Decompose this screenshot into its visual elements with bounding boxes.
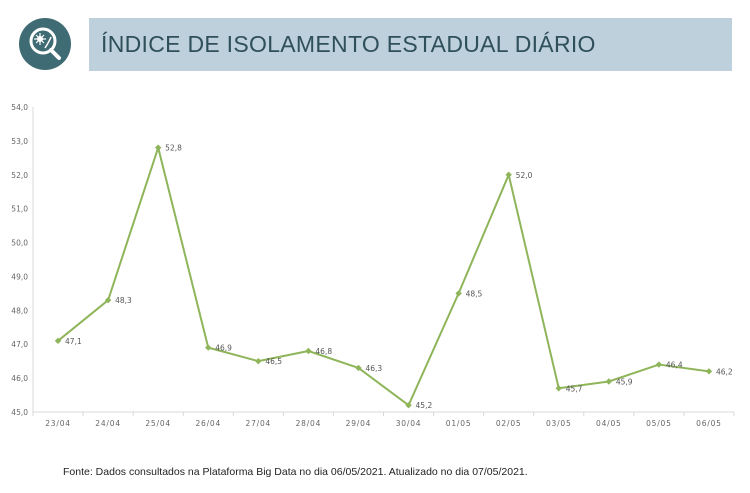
x-tick-label: 05/05 bbox=[646, 419, 672, 428]
source-note: Fonte: Dados consultados na Plataforma B… bbox=[63, 466, 528, 478]
x-tick-label: 26/04 bbox=[195, 419, 221, 428]
y-tick-label: 45,0 bbox=[11, 408, 28, 417]
x-tick-label: 02/05 bbox=[496, 419, 522, 428]
y-tick-label: 47,0 bbox=[11, 340, 28, 349]
virus-search-icon bbox=[19, 18, 71, 70]
logo bbox=[18, 17, 72, 71]
x-tick-label: 27/04 bbox=[246, 419, 272, 428]
data-label: 45,9 bbox=[616, 378, 633, 387]
y-tick-label: 53,0 bbox=[11, 137, 28, 146]
data-point bbox=[655, 361, 663, 368]
data-label: 46,2 bbox=[716, 367, 733, 376]
data-point bbox=[104, 296, 112, 304]
x-tick-label: 01/05 bbox=[446, 419, 472, 428]
data-point bbox=[54, 337, 62, 345]
data-point bbox=[455, 290, 462, 297]
data-point bbox=[555, 385, 562, 392]
data-label: 46,9 bbox=[215, 344, 232, 353]
data-label: 45,7 bbox=[566, 384, 583, 393]
data-label: 46,4 bbox=[666, 361, 683, 370]
data-label: 45,2 bbox=[416, 401, 433, 410]
data-label: 52,8 bbox=[165, 144, 182, 153]
data-label: 48,3 bbox=[115, 296, 132, 305]
x-tick-label: 25/04 bbox=[145, 419, 171, 428]
x-tick-label: 29/04 bbox=[346, 419, 372, 428]
series-line bbox=[57, 146, 710, 407]
title-bar: ÍNDICE DE ISOLAMENTO ESTADUAL DIÁRIO bbox=[89, 18, 732, 71]
data-point bbox=[154, 144, 162, 151]
data-label: 46,5 bbox=[265, 357, 282, 366]
data-point bbox=[705, 368, 713, 375]
data-point bbox=[505, 171, 512, 178]
x-tick-label: 28/04 bbox=[296, 419, 322, 428]
y-tick-label: 49,0 bbox=[11, 272, 28, 281]
y-tick-label: 54,0 bbox=[11, 103, 28, 112]
page-title: ÍNDICE DE ISOLAMENTO ESTADUAL DIÁRIO bbox=[101, 31, 596, 57]
y-tick-label: 48,0 bbox=[11, 306, 28, 315]
x-tick-label: 04/05 bbox=[596, 419, 622, 428]
data-point bbox=[355, 364, 362, 372]
y-tick-label: 50,0 bbox=[11, 239, 28, 248]
data-point bbox=[605, 378, 613, 385]
data-point bbox=[255, 357, 262, 365]
y-tick-label: 52,0 bbox=[11, 171, 28, 180]
x-tick-label: 06/05 bbox=[696, 419, 722, 428]
data-point bbox=[305, 347, 312, 355]
isolation-line-chart: 45,0 46,0 47,0 48,0 49,0 50,0 51,0 52,0 53,0 54,0… bbox=[11, 103, 735, 428]
y-tick-label: 51,0 bbox=[11, 205, 28, 214]
x-tick-label: 24/04 bbox=[95, 419, 121, 428]
x-tick-label: 03/05 bbox=[546, 419, 572, 428]
data-label: 52,0 bbox=[516, 171, 533, 180]
data-label: 48,5 bbox=[466, 289, 483, 298]
data-label: 46,3 bbox=[365, 364, 382, 373]
x-tick-label: 23/04 bbox=[45, 419, 71, 428]
data-point bbox=[205, 344, 212, 351]
x-tick-label: 30/04 bbox=[396, 419, 422, 428]
data-point bbox=[405, 402, 412, 409]
data-label: 46,8 bbox=[315, 347, 332, 356]
y-tick-label: 46,0 bbox=[11, 374, 28, 383]
data-label: 47,1 bbox=[65, 337, 82, 346]
